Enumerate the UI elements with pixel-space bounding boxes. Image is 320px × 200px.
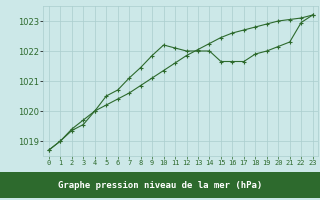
Text: Graphe pression niveau de la mer (hPa): Graphe pression niveau de la mer (hPa) [58,180,262,190]
